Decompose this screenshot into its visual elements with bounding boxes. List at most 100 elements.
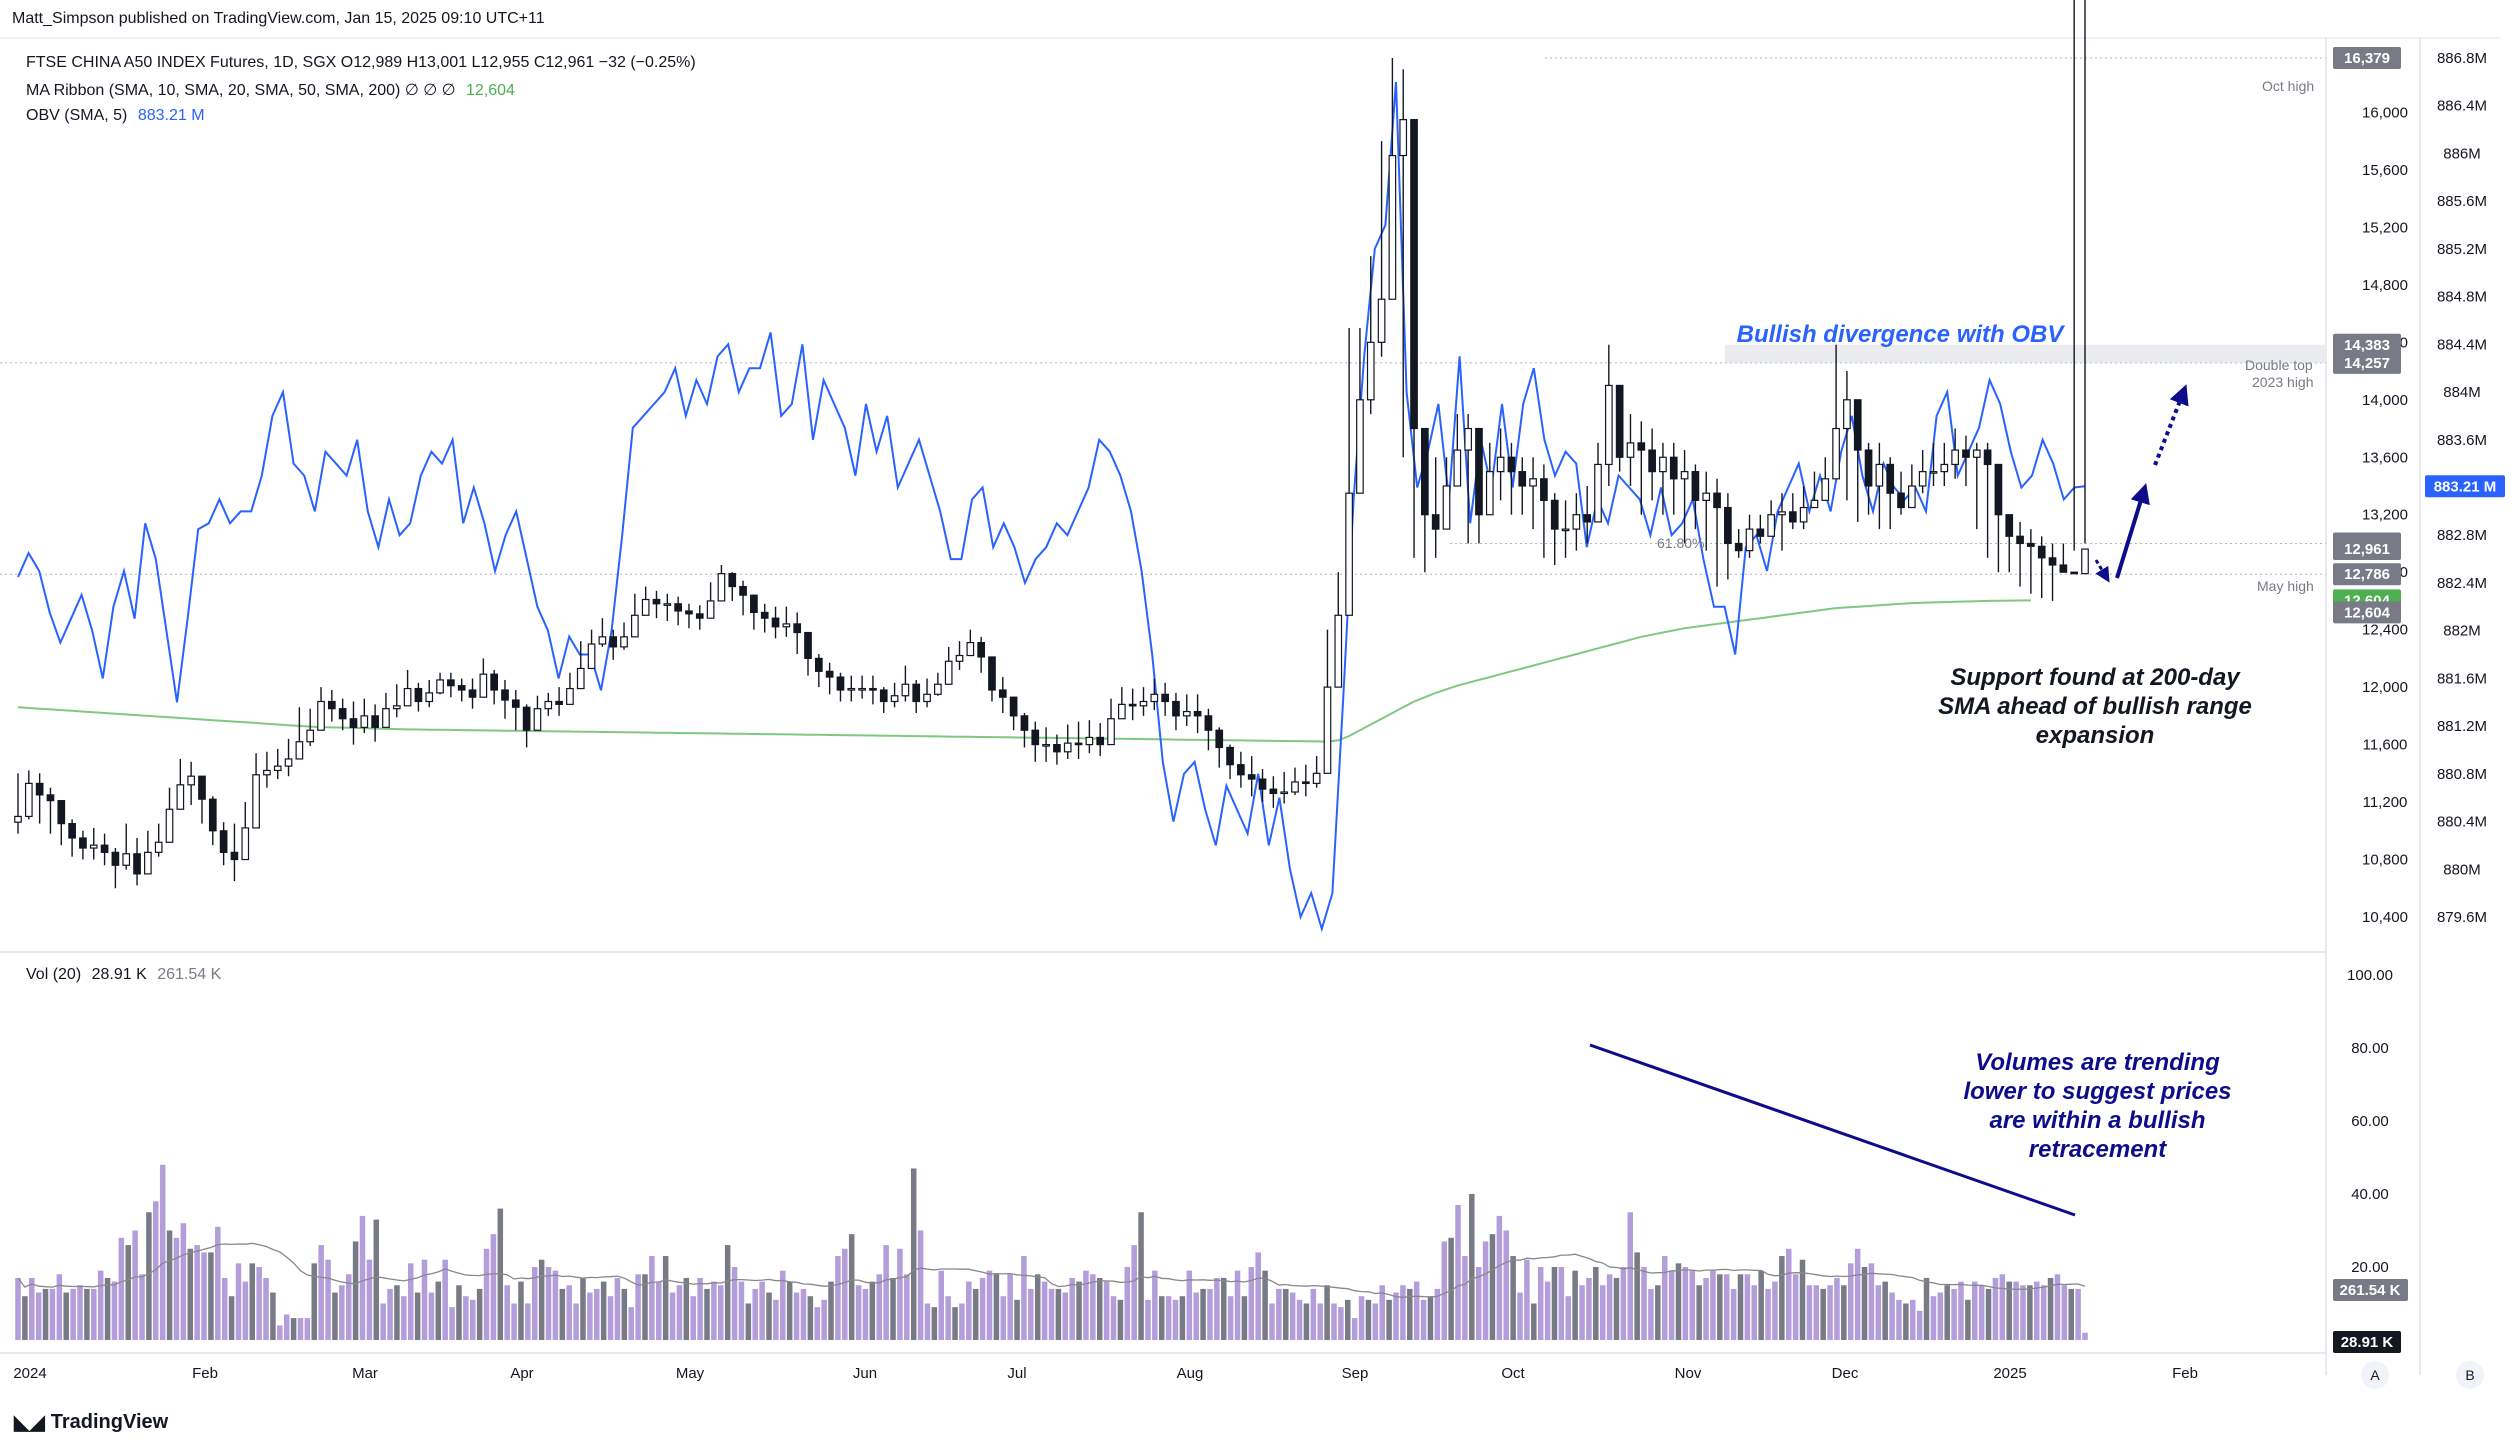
candle-body [1702, 492, 1711, 501]
candle-body [522, 706, 531, 731]
volume-bar [1055, 1288, 1062, 1340]
candle-body [1550, 499, 1559, 530]
candle [2037, 536, 2046, 599]
volume-bar [339, 1285, 345, 1340]
support-note: Support found at 200-day SMA ahead of bu… [1938, 664, 2252, 749]
candle [1594, 442, 1602, 523]
volume-bar [435, 1281, 442, 1340]
volume-bar [2082, 1332, 2088, 1340]
volume-bar [1090, 1274, 1096, 1340]
candle [587, 629, 596, 670]
candle-body [511, 699, 520, 708]
volume-bar [1034, 1274, 1041, 1340]
candle-body [1897, 492, 1905, 509]
price-tag-label: 14,383 [2344, 337, 2390, 354]
candle-body [1485, 471, 1494, 516]
candle [425, 679, 434, 708]
tradingview-logo[interactable]: ◣◢ TradingView [14, 1410, 168, 1435]
volume-bar [814, 1307, 820, 1340]
candle-body [760, 611, 769, 619]
price-tick-label: 10,400 [2362, 909, 2408, 926]
candle [111, 848, 120, 889]
volume-bar [1827, 1285, 1833, 1340]
volume-bar [2027, 1285, 2033, 1340]
candle [1172, 692, 1180, 731]
auto-scale-button[interactable]: A [2361, 1361, 2389, 1389]
volume-bar [1847, 1263, 1854, 1340]
price-tick-label: 13,600 [2362, 449, 2408, 466]
candle [1897, 471, 1905, 515]
secondary-scale-button[interactable]: B [2456, 1361, 2484, 1389]
volume-bar [807, 1296, 814, 1340]
symbol-legend[interactable]: FTSE CHINA A50 INDEX Futures, 1D, SGX O1… [26, 54, 696, 71]
candle-body [998, 689, 1007, 698]
volume-bar [29, 1277, 35, 1340]
price-tick-label: 12,000 [2362, 679, 2408, 696]
volume-bar [352, 1241, 359, 1340]
volume-bar [242, 1281, 249, 1340]
candle-body [1053, 743, 1061, 753]
volume-bar [104, 1277, 111, 1340]
candle-body [1096, 736, 1105, 746]
candle-body [1886, 463, 1895, 494]
volume-bar [1172, 1299, 1179, 1340]
candle-body [1810, 499, 1819, 509]
candle-body [1994, 463, 2003, 516]
candle-body [1258, 778, 1267, 790]
candle [1940, 442, 1949, 486]
fib-label: 61.80% [1657, 535, 1705, 551]
volume-bar [1365, 1299, 1372, 1340]
candle-body [1388, 154, 1397, 300]
candle [847, 675, 856, 702]
candle [998, 677, 1007, 713]
candle [89, 827, 98, 860]
candle [1312, 756, 1321, 788]
volume-bar [332, 1292, 338, 1340]
volume-bar [600, 1281, 607, 1340]
time-tick-label: 2024 [13, 1365, 46, 1382]
candle [1724, 493, 1732, 580]
volume-bar [1972, 1281, 1978, 1340]
ma-ribbon-legend[interactable]: MA Ribbon (SMA, 10, SMA, 20, SMA, 50, SM… [26, 80, 515, 100]
volume-bar [910, 1168, 917, 1340]
volume-bar [531, 1267, 538, 1340]
volume-bar [1110, 1296, 1117, 1340]
candle [46, 787, 55, 834]
candle-body [1615, 384, 1624, 458]
volume-bar [42, 1288, 49, 1340]
candle-body [187, 775, 195, 786]
obv-tick-label: 886M [2443, 145, 2481, 162]
obv-legend[interactable]: OBV (SMA, 5) 883.21 M [26, 107, 205, 125]
candle-body [1345, 492, 1353, 616]
volume-bar [952, 1307, 958, 1340]
candle-body [674, 603, 682, 612]
candle [1604, 344, 1613, 486]
price-tag-bg [2333, 333, 2401, 356]
candle [1540, 464, 1548, 558]
volume-bar [607, 1296, 614, 1340]
volume-trend-line [1589, 1043, 2076, 1217]
volume-bar [1255, 1252, 1261, 1340]
candle [1215, 727, 1224, 768]
volume-bar [490, 1234, 497, 1340]
candle [1983, 442, 1992, 558]
volume-bar [835, 1256, 841, 1340]
volume-bar [945, 1296, 951, 1340]
candle [230, 823, 239, 882]
volume-bar [345, 1274, 352, 1340]
volume-legend[interactable]: Vol (20) 28.91 K 261.54 K [26, 966, 221, 984]
candle [814, 654, 823, 688]
candle-body [479, 673, 488, 698]
volume-bar [1165, 1296, 1172, 1340]
candle-body [1669, 456, 1678, 480]
volume-bar [642, 1274, 648, 1340]
candle-body [501, 689, 509, 701]
candle-body [208, 798, 217, 832]
volume-bar [2075, 1288, 2081, 1340]
volume-bar [1875, 1285, 1882, 1340]
volume-bar [1909, 1299, 1916, 1340]
candle-body [1778, 511, 1786, 516]
volume-bar [456, 1285, 462, 1340]
volume-bar [1551, 1267, 1558, 1340]
